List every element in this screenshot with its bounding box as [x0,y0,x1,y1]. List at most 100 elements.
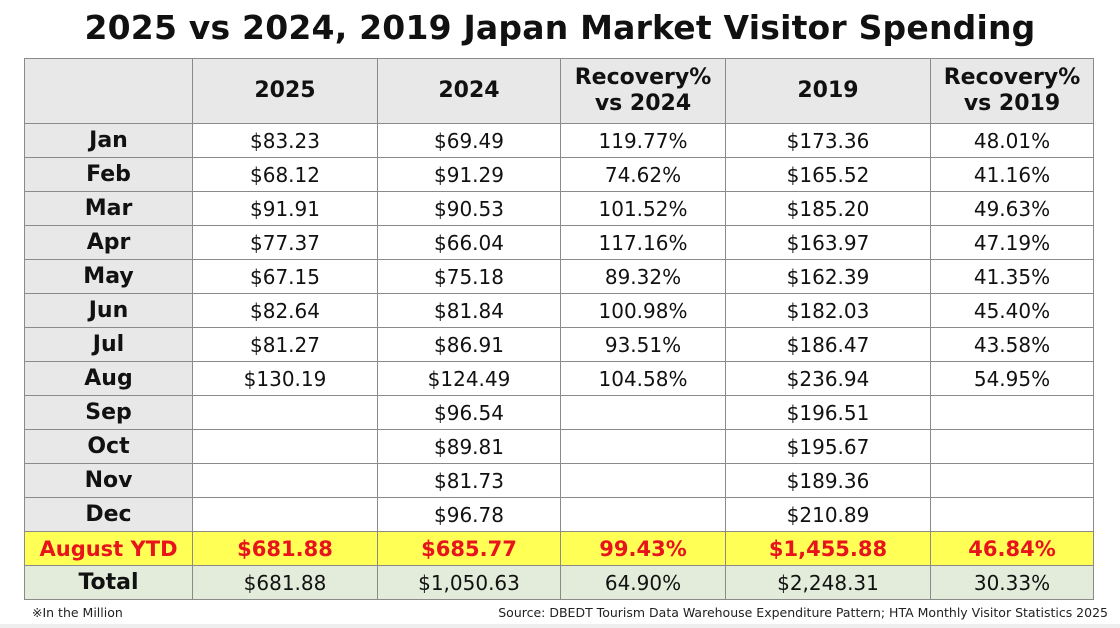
table-cell: 100.98% [560,293,726,328]
table-row: Jun $82.64 $81.84 100.98% $182.03 45.40% [24,293,1094,328]
spending-table: 2025 2024 Recovery% vs 2024 2019 Recovery% v… [24,58,1094,600]
corner-header-cell [24,58,193,124]
table-cell: $89.81 [377,429,561,464]
table-cell [930,395,1094,430]
table-cell: $685.77 [377,531,561,566]
table-cell: 117.16% [560,225,726,260]
row-label: Nov [24,463,193,498]
table-cell [192,463,378,498]
table-row: Feb $68.12 $91.29 74.62% $165.52 41.16% [24,157,1094,192]
table-cell: $162.39 [725,259,931,294]
row-label: May [24,259,193,294]
table-cell: 93.51% [560,327,726,362]
table-cell: $81.73 [377,463,561,498]
table-cell: $130.19 [192,361,378,396]
table-cell: $1,050.63 [377,565,561,600]
table-cell: $681.88 [192,531,378,566]
table-cell: $91.29 [377,157,561,192]
table-cell: $69.49 [377,123,561,158]
table-cell: $124.49 [377,361,561,396]
row-label: Sep [24,395,193,430]
unit-note: ※In the Million [32,605,123,620]
row-label: Jun [24,293,193,328]
table-cell: $67.15 [192,259,378,294]
table-cell: 47.19% [930,225,1094,260]
table-cell [930,429,1094,464]
table-cell: $90.53 [377,191,561,226]
row-label: Jan [24,123,193,158]
table-cell: 64.90% [560,565,726,600]
total-row: Total $681.88 $1,050.63 64.90% $2,248.31 30.3… [24,565,1094,600]
table-cell: $81.84 [377,293,561,328]
table-cell: 43.58% [930,327,1094,362]
table-cell: $83.23 [192,123,378,158]
table-row: Jul $81.27 $86.91 93.51% $186.47 43.58% [24,327,1094,362]
table-cell: $185.20 [725,191,931,226]
column-header: Recovery% vs 2024 [560,58,726,124]
table-cell: $96.54 [377,395,561,430]
table-cell: $236.94 [725,361,931,396]
table-cell: 101.52% [560,191,726,226]
table-cell [192,429,378,464]
table-cell: $75.18 [377,259,561,294]
table-cell: 46.84% [930,531,1094,566]
table-cell: $81.27 [192,327,378,362]
table-cell: $195.67 [725,429,931,464]
table-cell: 119.77% [560,123,726,158]
table-row: Mar $91.91 $90.53 101.52% $185.20 49.63% [24,191,1094,226]
table-cell [192,395,378,430]
table-row: Jan $83.23 $69.49 119.77% $173.36 48.01% [24,123,1094,158]
table-cell: $68.12 [192,157,378,192]
table-cell: $189.36 [725,463,931,498]
row-label: August YTD [24,531,193,566]
table-cell: $165.52 [725,157,931,192]
column-header: 2019 [725,58,931,124]
row-label: Jul [24,327,193,362]
table-cell: 104.58% [560,361,726,396]
table-cell: $2,248.31 [725,565,931,600]
table-cell: $1,455.88 [725,531,931,566]
bottom-divider [0,624,1120,628]
table-cell: $173.36 [725,123,931,158]
row-label: Aug [24,361,193,396]
table-cell: $182.03 [725,293,931,328]
table-cell: 41.16% [930,157,1094,192]
column-header: 2025 [192,58,378,124]
table-cell: 49.63% [930,191,1094,226]
table-cell: 41.35% [930,259,1094,294]
table-row: Oct $89.81 $195.67 [24,429,1094,464]
table-cell: 99.43% [560,531,726,566]
row-label: Feb [24,157,193,192]
table-cell [560,395,726,430]
table-cell: $91.91 [192,191,378,226]
table-cell [560,429,726,464]
row-label: Dec [24,497,193,532]
table-row: Nov $81.73 $189.36 [24,463,1094,498]
header-row: 2025 2024 Recovery% vs 2024 2019 Recovery% v… [24,58,1094,124]
table-cell [560,497,726,532]
table-cell: 30.33% [930,565,1094,600]
table-cell: 48.01% [930,123,1094,158]
table-cell: $681.88 [192,565,378,600]
table-cell [930,497,1094,532]
row-label: Total [24,565,193,600]
table-cell: $77.37 [192,225,378,260]
table-row: Aug $130.19 $124.49 104.58% $236.94 54.95% [24,361,1094,396]
table-cell [192,497,378,532]
table-cell [930,463,1094,498]
row-label: Mar [24,191,193,226]
table-row: Apr $77.37 $66.04 117.16% $163.97 47.19% [24,225,1094,260]
table-cell: $196.51 [725,395,931,430]
table-cell: 54.95% [930,361,1094,396]
table-cell: 89.32% [560,259,726,294]
table-row: Sep $96.54 $196.51 [24,395,1094,430]
table-cell: 45.40% [930,293,1094,328]
table-cell: $82.64 [192,293,378,328]
table-cell: $210.89 [725,497,931,532]
table-cell: 74.62% [560,157,726,192]
page-title: 2025 vs 2024, 2019 Japan Market Visitor … [84,8,1036,47]
row-label: Oct [24,429,193,464]
column-header: 2024 [377,58,561,124]
table-cell: $163.97 [725,225,931,260]
table-cell: $96.78 [377,497,561,532]
